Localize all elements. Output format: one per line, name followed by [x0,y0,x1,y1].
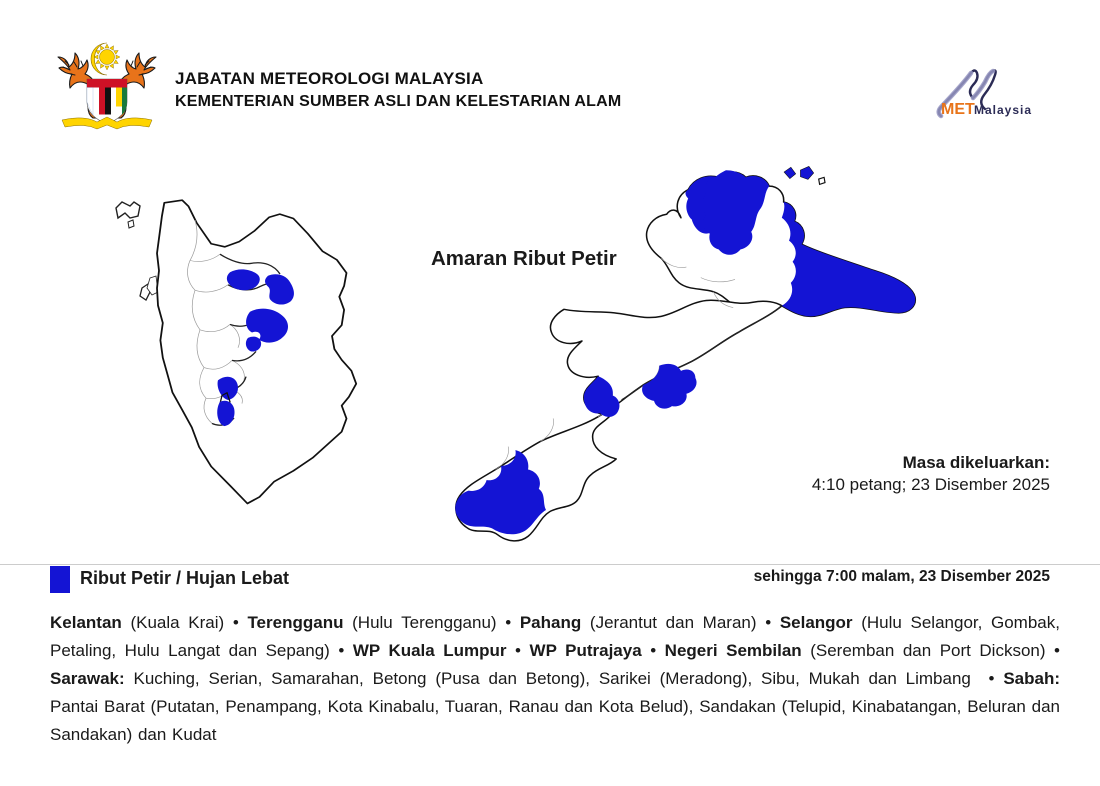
svg-text:MET: MET [941,101,975,118]
svg-text:Malaysia: Malaysia [974,103,1032,117]
